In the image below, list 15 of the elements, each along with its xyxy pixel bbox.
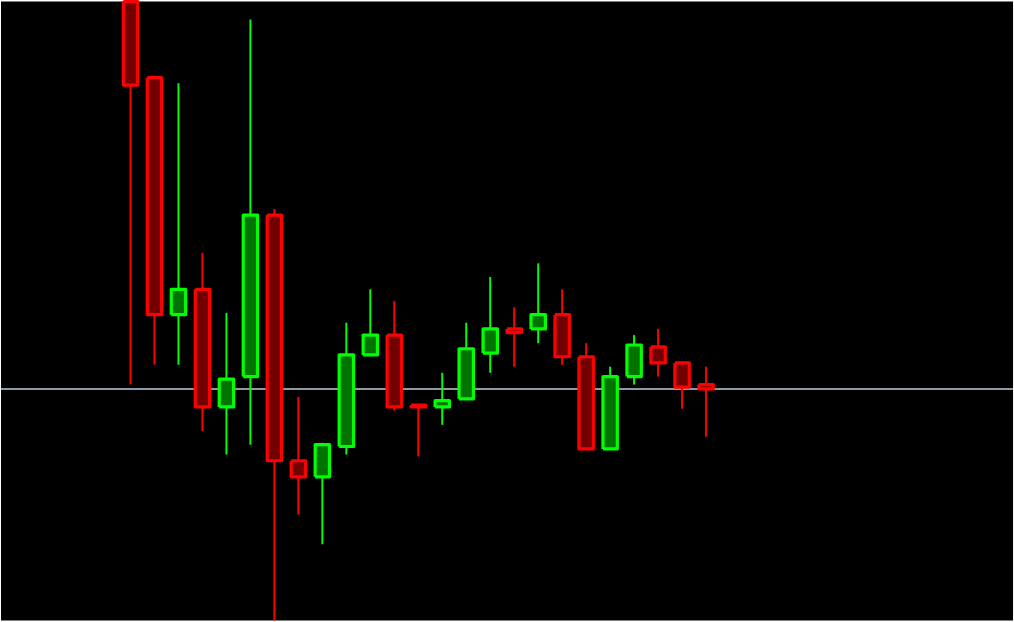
candlestick	[673, 361, 691, 411]
candlestick	[313, 442, 332, 546]
candlestick	[217, 312, 236, 456]
candlestick	[361, 288, 380, 357]
candlestick	[409, 403, 428, 458]
candlestick	[649, 328, 667, 378]
candlestick	[529, 262, 547, 345]
candlestick	[505, 306, 523, 368]
candlestick	[289, 396, 308, 516]
candlestick	[553, 288, 571, 367]
candlestick	[625, 334, 643, 386]
candlestick	[481, 276, 500, 375]
candlestick	[697, 365, 715, 438]
candlestick	[169, 82, 188, 367]
candlestick	[433, 372, 452, 427]
